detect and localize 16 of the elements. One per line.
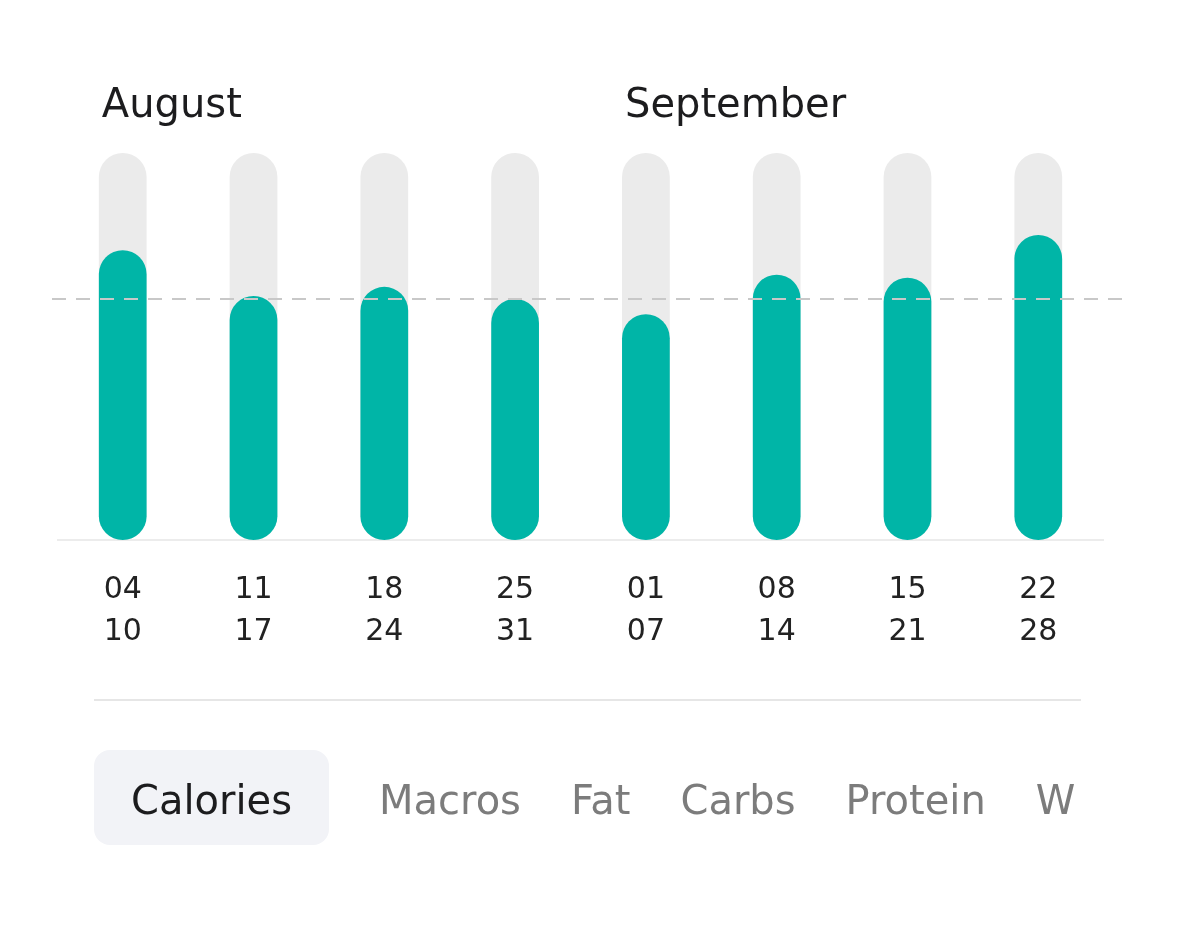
text: Protein xyxy=(845,777,986,823)
text: September xyxy=(625,80,847,126)
x-tick-label: 22 28 xyxy=(1019,570,1058,647)
text: Carbs xyxy=(680,777,796,823)
x-tick-label: 04 10 xyxy=(103,570,142,647)
x-tick-label: 18 24 xyxy=(365,570,404,647)
x-tick-label: 15 21 xyxy=(888,570,927,647)
x-tick-label: 01 07 xyxy=(626,570,665,647)
text: W xyxy=(1035,777,1076,823)
x-tick-label: 25 31 xyxy=(496,570,535,647)
x-tick-label: 11 17 xyxy=(234,570,273,647)
x-tick-label: 08 14 xyxy=(757,570,796,647)
text: Fat xyxy=(570,777,631,823)
text: Macros xyxy=(379,777,521,823)
text: Calories xyxy=(131,777,293,823)
text: August xyxy=(101,80,242,126)
